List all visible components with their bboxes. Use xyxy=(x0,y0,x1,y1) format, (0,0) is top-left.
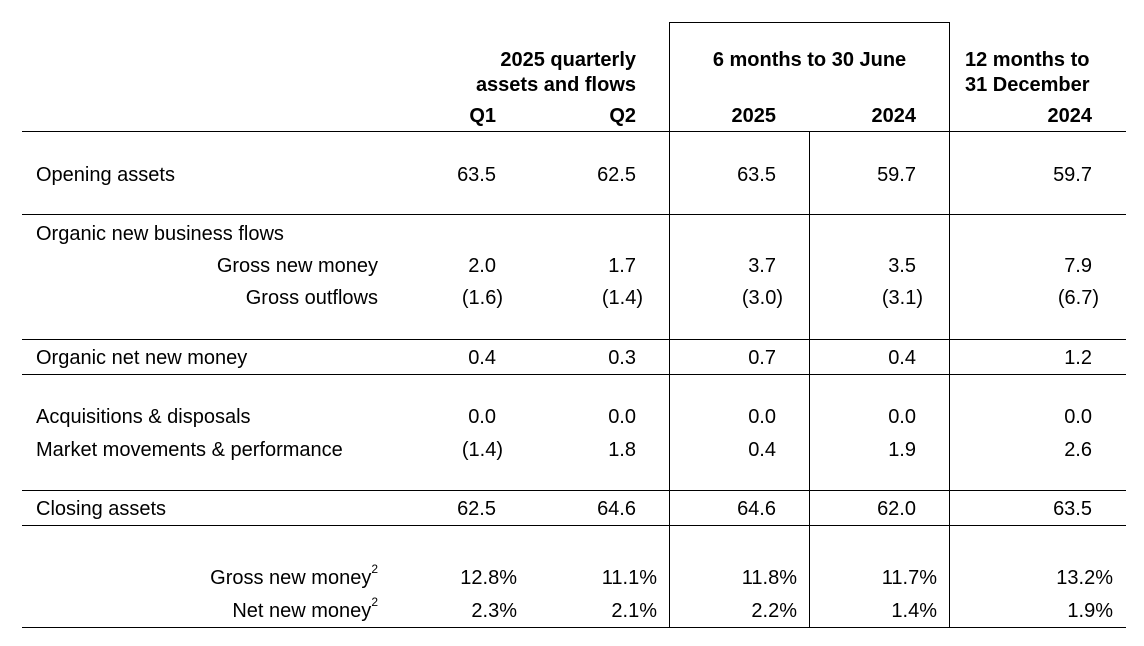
header-group3-line1: 12 months to xyxy=(965,49,1090,71)
box-top-border xyxy=(669,22,950,23)
value-acq-6m-2025: 0.0 xyxy=(748,406,776,428)
value-outflows-12m-2024: (6.7) xyxy=(1057,287,1099,309)
col-header-6m-2025: 2025 xyxy=(731,105,777,127)
col-header-q1: Q1 xyxy=(469,105,496,127)
value-outflows-q1: (1.6) xyxy=(461,287,503,309)
value-gnm-6m-2024: 3.5 xyxy=(888,255,916,277)
col-header-12m-2024: 2024 xyxy=(1047,105,1093,127)
box-right-border xyxy=(949,22,950,628)
row-label-gross-new-money: Gross new money xyxy=(216,255,378,277)
value-market-q2: 1.8 xyxy=(608,439,636,461)
value-onnm-6m-2024: 0.4 xyxy=(888,347,916,369)
footnote-marker: 2 xyxy=(371,595,378,610)
rule-after-organic-nnm xyxy=(22,374,1126,375)
value-gnm-pct-q1: 12.8% xyxy=(460,567,517,589)
value-opening-q2: 62.5 xyxy=(597,164,636,186)
footnote-marker: 2 xyxy=(371,562,378,577)
row-label-organic-nnm: Organic net new money xyxy=(36,347,248,369)
value-nnm-pct-q1: 2.3% xyxy=(471,600,517,622)
value-closing-12m-2024: 63.5 xyxy=(1053,498,1092,520)
header-group1-line2: assets and flows xyxy=(475,74,636,96)
value-outflows-q2: (1.4) xyxy=(601,287,643,309)
value-opening-6m-2024: 59.7 xyxy=(877,164,916,186)
gnm-pct-label-text: Gross new money xyxy=(210,567,372,589)
row-label-opening-assets: Opening assets xyxy=(36,164,175,186)
header-group3-line2: 31 December xyxy=(965,74,1090,96)
value-acq-6m-2024: 0.0 xyxy=(888,406,916,428)
value-gnm-pct-6m-2024: 11.7% xyxy=(881,567,937,589)
value-market-q1: (1.4) xyxy=(461,439,503,461)
value-closing-q1: 62.5 xyxy=(457,498,496,520)
value-opening-12m-2024: 59.7 xyxy=(1053,164,1092,186)
row-label-market-movements: Market movements & performance xyxy=(36,439,343,461)
value-closing-6m-2025: 64.6 xyxy=(737,498,776,520)
value-gnm-q2: 1.7 xyxy=(608,255,636,277)
row-label-acquisitions: Acquisitions & disposals xyxy=(36,406,251,428)
value-closing-q2: 64.6 xyxy=(597,498,636,520)
rule-after-opening xyxy=(22,214,1126,215)
col-header-q2: Q2 xyxy=(609,105,636,127)
nnm-pct-label-text: Net new money xyxy=(232,600,372,622)
rule-before-closing xyxy=(22,490,1126,491)
value-gnm-pct-6m-2025: 11.8% xyxy=(741,567,797,589)
header-group1-line1: 2025 quarterly xyxy=(500,49,636,71)
value-gnm-pct-12m-2024: 13.2% xyxy=(1056,567,1113,589)
value-acq-q2: 0.0 xyxy=(608,406,636,428)
value-gnm-12m-2024: 7.9 xyxy=(1064,255,1092,277)
header-group2: 6 months to 30 June xyxy=(712,49,907,71)
value-acq-12m-2024: 0.0 xyxy=(1064,406,1092,428)
value-acq-q1: 0.0 xyxy=(468,406,496,428)
row-label-organic-flows: Organic new business flows xyxy=(36,223,284,245)
value-outflows-6m-2024: (3.1) xyxy=(881,287,923,309)
value-gnm-pct-q2: 11.1% xyxy=(601,567,657,589)
header-rule xyxy=(22,131,1126,132)
value-outflows-6m-2025: (3.0) xyxy=(741,287,783,309)
value-nnm-pct-12m-2024: 1.9% xyxy=(1067,600,1113,622)
inner-column-divider xyxy=(809,132,810,628)
value-onnm-12m-2024: 1.2 xyxy=(1064,347,1092,369)
row-label-gross-outflows: Gross outflows xyxy=(245,287,378,309)
row-label-nnm-pct: Net new money2 xyxy=(78,596,378,623)
value-nnm-pct-q2: 2.1% xyxy=(611,600,657,622)
rule-before-organic-nnm xyxy=(22,339,1126,340)
row-label-gnm-pct: Gross new money2 xyxy=(78,563,378,590)
row-label-closing-assets: Closing assets xyxy=(36,498,167,520)
value-onnm-q2: 0.3 xyxy=(608,347,636,369)
value-gnm-6m-2025: 3.7 xyxy=(748,255,776,277)
value-opening-q1: 63.5 xyxy=(457,164,496,186)
value-onnm-q1: 0.4 xyxy=(468,347,496,369)
value-gnm-q1: 2.0 xyxy=(468,255,496,277)
value-onnm-6m-2025: 0.7 xyxy=(748,347,776,369)
value-closing-6m-2024: 62.0 xyxy=(877,498,916,520)
value-nnm-pct-6m-2025: 2.2% xyxy=(751,600,797,622)
value-opening-6m-2025: 63.5 xyxy=(737,164,776,186)
value-market-6m-2024: 1.9 xyxy=(888,439,916,461)
value-market-6m-2025: 0.4 xyxy=(748,439,776,461)
bottom-rule xyxy=(22,627,1126,628)
value-market-12m-2024: 2.6 xyxy=(1064,439,1092,461)
value-nnm-pct-6m-2024: 1.4% xyxy=(891,600,937,622)
box-left-border xyxy=(669,22,670,628)
rule-after-closing xyxy=(22,525,1126,526)
col-header-6m-2024: 2024 xyxy=(871,105,917,127)
